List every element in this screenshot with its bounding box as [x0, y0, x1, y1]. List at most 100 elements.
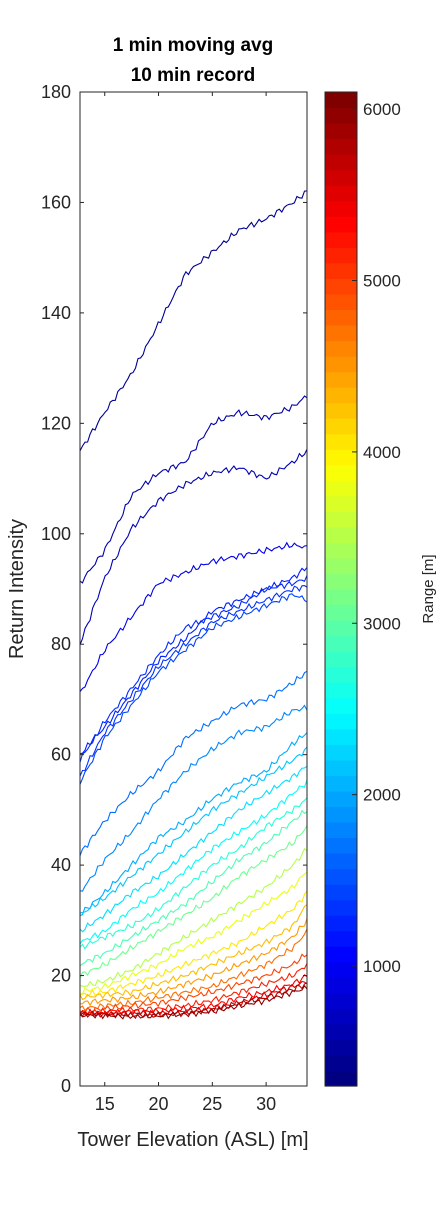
colorbar-band: [325, 185, 357, 202]
series-line: [80, 779, 307, 945]
x-tick-label: 25: [202, 1094, 222, 1114]
colorbar-band: [325, 930, 357, 947]
series-group: [80, 190, 307, 1020]
colorbar-band: [325, 387, 357, 404]
colorbar-band: [325, 899, 357, 916]
colorbar-tick-label: 2000: [363, 786, 401, 805]
x-tick-label: 30: [256, 1094, 276, 1114]
colorbar-band: [325, 977, 357, 994]
series-line: [80, 732, 307, 917]
series-line: [80, 918, 307, 1007]
colorbar-band: [325, 604, 357, 621]
colorbar-band: [325, 790, 357, 808]
series-line: [80, 974, 307, 1016]
chart-title-line-1: 1 min moving avg: [113, 35, 273, 56]
colorbar-band: [325, 775, 357, 792]
colorbar-band: [325, 340, 357, 357]
colorbar-band: [325, 107, 357, 124]
x-axis-label: Tower Elevation (ASL) [m]: [77, 1129, 308, 1151]
colorbar-band: [325, 495, 357, 512]
y-tick-label: 0: [61, 1076, 71, 1096]
colorbar-band: [325, 247, 357, 264]
colorbar-band: [325, 992, 357, 1009]
colorbar-band: [325, 1054, 357, 1072]
colorbar-band: [325, 946, 357, 963]
series-line: [80, 541, 307, 692]
colorbar-band: [325, 837, 357, 854]
colorbar-band: [325, 697, 357, 714]
colorbar-band: [325, 138, 357, 155]
y-tick-label: 20: [51, 966, 71, 986]
series-line: [80, 746, 307, 914]
series-line: [80, 871, 307, 995]
colorbar-band: [325, 123, 357, 140]
colorbar-band: [325, 651, 357, 668]
colorbar-band: [325, 744, 357, 761]
y-tick-label: 100: [41, 524, 71, 544]
y-tick-label: 40: [51, 855, 71, 875]
series-line: [80, 847, 307, 987]
y-tick-label: 60: [51, 745, 71, 765]
colorbar-band: [325, 402, 357, 419]
y-tick-label: 160: [41, 192, 71, 212]
colorbar-band: [325, 884, 357, 901]
colorbar-band: [325, 821, 357, 839]
colorbar-tick-label: 5000: [363, 272, 401, 291]
colorbar-label: Range [m]: [420, 554, 437, 623]
series-line: [80, 190, 307, 452]
colorbar-band: [325, 433, 357, 450]
series-line: [80, 670, 307, 856]
series-line: [80, 984, 307, 1020]
colorbar: [325, 92, 357, 1087]
colorbar-band: [325, 449, 357, 466]
series-line: [80, 904, 307, 1001]
colorbar-band: [325, 418, 357, 435]
chart-title: 1 min moving avg 10 min record: [113, 35, 273, 86]
colorbar-band: [325, 154, 357, 171]
colorbar-band: [325, 666, 357, 683]
series-line: [80, 797, 307, 950]
series-line: [80, 704, 307, 892]
colorbar-band: [325, 169, 357, 186]
colorbar-tick-label: 6000: [363, 100, 401, 119]
colorbar-band: [325, 635, 357, 652]
colorbar-band: [325, 324, 357, 342]
series-line: [80, 567, 307, 755]
colorbar-band: [325, 231, 357, 248]
series-line: [80, 963, 307, 1016]
colorbar-band: [325, 216, 357, 233]
x-tick-label: 15: [95, 1094, 115, 1114]
colorbar-tick-label: 4000: [363, 443, 401, 462]
colorbar-band: [325, 1008, 357, 1025]
colorbar-tick-label: 1000: [363, 957, 401, 976]
colorbar-band: [325, 262, 357, 279]
colorbar-band: [325, 682, 357, 699]
colorbar-band: [325, 1039, 357, 1056]
y-tick-label: 120: [41, 413, 71, 433]
series-line: [80, 395, 307, 584]
colorbar-band: [325, 728, 357, 745]
colorbar-band: [325, 309, 357, 326]
y-tick-label: 80: [51, 634, 71, 654]
series-line: [80, 953, 307, 1015]
series-line: [80, 928, 307, 1012]
colorbar-band: [325, 573, 357, 590]
colorbar-band: [325, 464, 357, 481]
colorbar-band: [325, 620, 357, 637]
y-axis: 0 20 40 60 80 100 120 140 160 180: [41, 82, 307, 1096]
colorbar-axis: 1000 2000 3000 4000 5000 6000: [352, 100, 401, 976]
series-line: [80, 449, 307, 646]
series-line: [80, 890, 307, 997]
colorbar-band: [325, 542, 357, 559]
y-axis-label: Return Intensity: [6, 519, 28, 659]
x-tick-label: 20: [149, 1094, 169, 1114]
chart-title-line-2: 10 min record: [131, 65, 256, 86]
colorbar-band: [325, 589, 357, 606]
colorbar-band: [325, 92, 357, 109]
colorbar-band: [325, 868, 357, 885]
y-tick-label: 140: [41, 303, 71, 323]
colorbar-band: [325, 1070, 357, 1087]
plot-frame: [79, 91, 308, 1087]
colorbar-band: [325, 526, 357, 544]
